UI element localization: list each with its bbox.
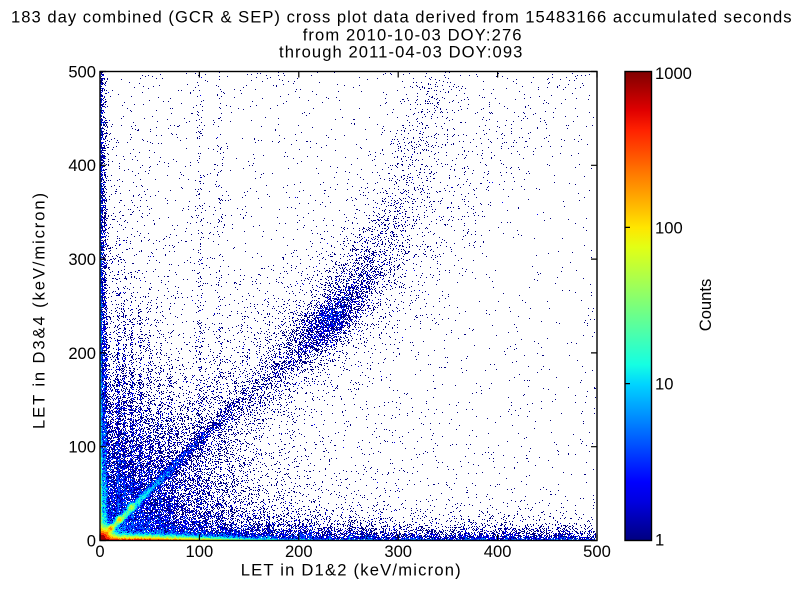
svg-text:500: 500 — [68, 62, 96, 81]
svg-text:400: 400 — [68, 156, 96, 175]
svg-text:10: 10 — [655, 375, 673, 394]
svg-text:500: 500 — [583, 542, 611, 561]
svg-text:from 2010-10-03 DOY:276: from 2010-10-03 DOY:276 — [303, 26, 522, 45]
svg-text:100: 100 — [655, 218, 683, 237]
svg-text:1000: 1000 — [655, 64, 692, 83]
svg-text:0: 0 — [95, 542, 104, 561]
svg-text:183 day combined (GCR & SEP) c: 183 day combined (GCR & SEP) cross plot … — [11, 8, 792, 27]
svg-text:200: 200 — [68, 344, 96, 363]
svg-text:0: 0 — [87, 531, 96, 550]
svg-text:through 2011-04-03 DOY:093: through 2011-04-03 DOY:093 — [279, 42, 522, 61]
svg-text:400: 400 — [484, 542, 512, 561]
svg-text:Counts: Counts — [696, 279, 715, 332]
svg-text:1: 1 — [655, 531, 664, 550]
svg-text:LET in D3&4 (keV/micron): LET in D3&4 (keV/micron) — [30, 193, 49, 429]
svg-text:LET in D1&2 (keV/micron): LET in D1&2 (keV/micron) — [241, 561, 461, 580]
svg-text:100: 100 — [186, 542, 214, 561]
svg-text:200: 200 — [285, 542, 313, 561]
svg-text:300: 300 — [384, 542, 412, 561]
svg-text:300: 300 — [68, 250, 96, 269]
svg-text:100: 100 — [68, 438, 96, 457]
